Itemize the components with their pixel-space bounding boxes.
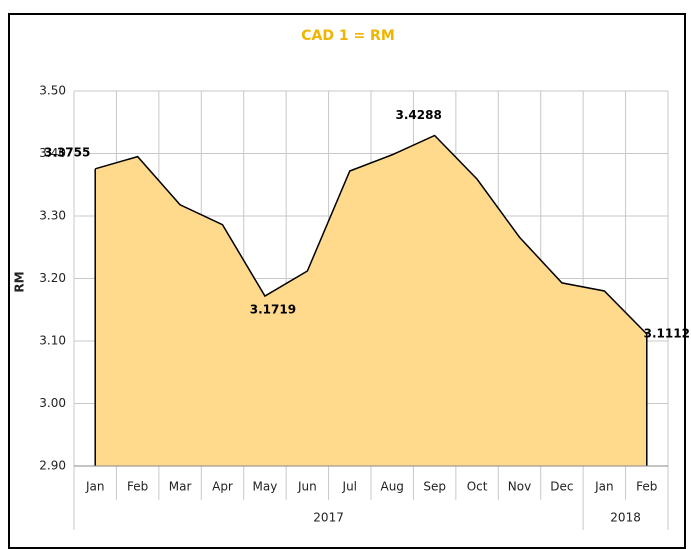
- x-tick-label: Jul: [342, 480, 357, 494]
- x-tick-label: Sep: [423, 480, 446, 494]
- y-tick-label: 2.90: [39, 459, 66, 473]
- y-tick-label: 3.40: [39, 146, 66, 160]
- y-tick-label: 3.00: [39, 396, 66, 410]
- chart-frame: [8, 13, 686, 549]
- x-tick-label: May: [253, 480, 278, 494]
- area: [95, 135, 647, 466]
- x-tick-label: Feb: [636, 480, 657, 494]
- area-outline: [95, 134, 648, 466]
- group-label: 2017: [313, 511, 344, 525]
- x-tick-label: Oct: [467, 480, 488, 494]
- group-label: 2018: [610, 511, 641, 525]
- data-label: 3.1112: [644, 327, 690, 341]
- data-label: 3.1719: [250, 303, 296, 317]
- y-tick-label: 3.10: [39, 334, 66, 348]
- x-tick-label: Apr: [212, 480, 233, 494]
- chart-title: CAD 1 = RM: [301, 28, 395, 44]
- data-label: 3.4288: [395, 108, 441, 122]
- x-tick-label: Feb: [127, 480, 148, 494]
- y-tick-label: 3.50: [39, 84, 66, 98]
- y-tick-label: 3.20: [39, 271, 66, 285]
- x-tick-label: Jan: [85, 480, 105, 494]
- y-axis-label: RM: [13, 271, 27, 292]
- x-tick-label: Nov: [508, 480, 531, 494]
- x-tick-label: Aug: [380, 480, 403, 494]
- x-tick-label: Jun: [297, 480, 317, 494]
- x-tick-label: Jan: [594, 480, 614, 494]
- data-label: 3.3755: [44, 145, 90, 159]
- x-tick-label: Dec: [550, 480, 573, 494]
- x-tick-label: Mar: [169, 480, 192, 494]
- y-tick-label: 3.30: [39, 209, 66, 223]
